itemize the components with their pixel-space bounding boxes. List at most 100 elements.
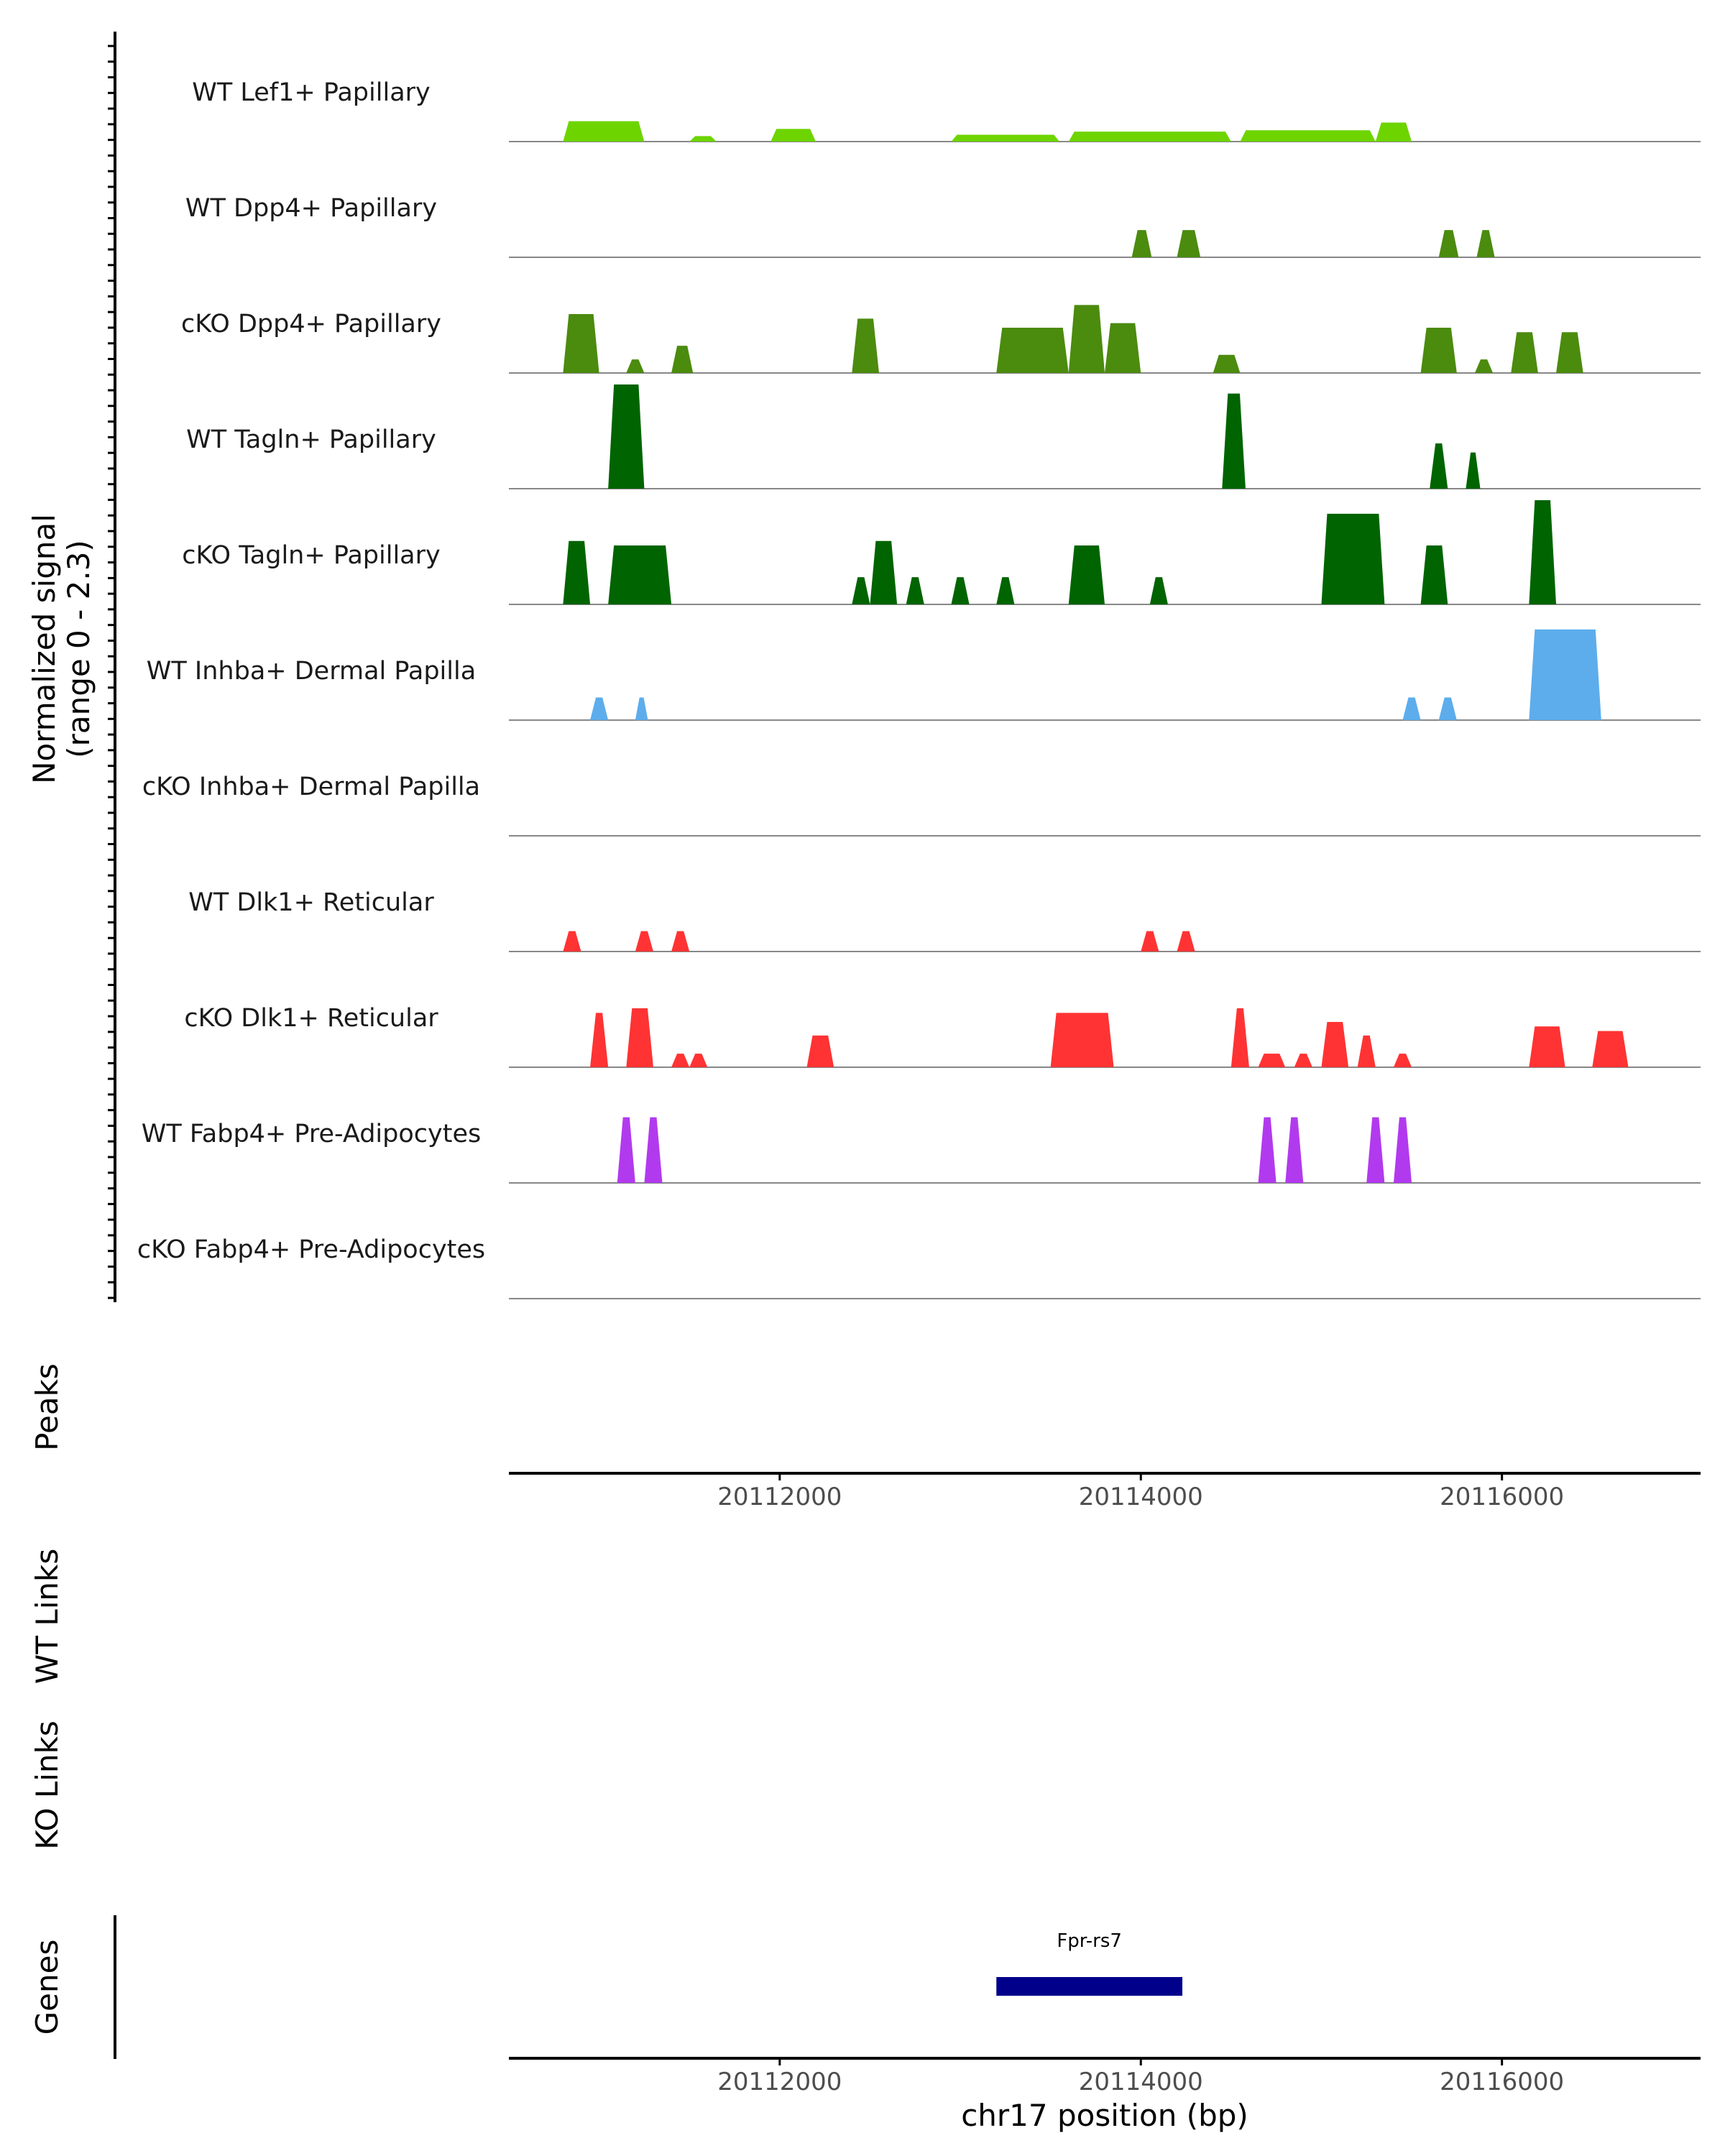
signal-peak [906,577,924,604]
signal-peak [1177,230,1201,257]
signal-peak [608,545,672,604]
x-tick-label: 20114000 [1079,1483,1203,1511]
signal-peak [689,136,717,142]
panel-label: Peaks [29,1363,65,1451]
signal-peak [1420,327,1457,373]
x-axis-title: chr17 position (bp) [961,2098,1248,2133]
track-label: WT Dlk1+ Reticular [188,888,434,917]
signal-peak [1529,1026,1565,1067]
signal-peak [563,121,645,142]
signal-peak [635,697,648,720]
signal-peak [996,577,1015,604]
signal-peak [1068,305,1105,373]
signal-peak [608,384,645,489]
signal-peak [1294,1054,1312,1067]
signal-peak [635,931,653,952]
signal-peak [770,129,816,142]
coverage-tracks: WT Lef1+ Papillary WT Dpp4+ Papillary cKO … [137,78,1701,1299]
track: WT Fabp4+ Pre-Adipocytes [142,1117,1701,1184]
signal-peak [1068,545,1105,604]
signal-peak [1258,1054,1286,1067]
signal-peak [1375,122,1412,142]
signal-peak [1068,132,1231,142]
signal-peak [951,577,970,604]
position-axes: 20112000 20114000 20116000 20112000 20114000… [509,1472,1701,2133]
signal-peak [1240,130,1376,142]
signal-peak [1141,931,1159,952]
panel-label: Genes [29,1940,65,2035]
track: cKO Fabp4+ Pre-Adipocytes [137,1235,1701,1299]
signal-peak [806,1035,834,1067]
signal-peak [870,540,898,604]
x-tick-label: 20112000 [717,1483,842,1511]
x-tick-label: 20116000 [1440,1483,1564,1511]
signal-peak [1258,1117,1276,1183]
signal-peak [1474,359,1494,373]
track-label: cKO Dlk1+ Reticular [184,1004,438,1033]
track: WT Tagln+ Papillary [186,384,1701,489]
track: cKO Tagln+ Papillary [182,500,1701,605]
signal-peak [996,327,1069,373]
signal-peak [563,540,591,604]
track: WT Inhba+ Dermal Papilla [147,629,1701,721]
signal-peak [852,318,879,373]
track: WT Dpp4+ Papillary [185,194,1701,258]
track-label: cKO Dpp4+ Papillary [181,310,441,338]
signal-peak [590,1013,609,1067]
signal-peak [1230,1008,1249,1067]
gene-label: Fpr-rs7 [1057,1930,1122,1952]
track: WT Lef1+ Papillary [192,78,1701,142]
signal-peak [1592,1031,1629,1067]
signal-peak [1321,513,1385,604]
signal-peak [1222,393,1246,489]
y-axis-title-line-2: (range 0 - 2.3) [61,540,96,758]
track-label: cKO Tagln+ Papillary [182,541,441,570]
signal-peak [1213,354,1241,373]
signal-peak [1366,1117,1385,1183]
signal-peak [1393,1054,1412,1067]
track-label: WT Lef1+ Papillary [192,78,431,107]
track: cKO Dlk1+ Reticular [184,1004,1701,1068]
signal-peak [1050,1013,1114,1067]
signal-peak [689,1054,708,1067]
signal-peak [626,1008,653,1067]
signal-peak [626,359,645,373]
signal-peak [1529,500,1557,604]
signal-peak [1357,1035,1376,1067]
x-tick-label: 20114000 [1079,2068,1203,2096]
track-label: WT Fabp4+ Pre-Adipocytes [142,1120,481,1148]
signal-peak [1177,931,1195,952]
x-tick-label: 20116000 [1440,2068,1564,2096]
track-label: WT Dpp4+ Papillary [185,194,437,223]
signal-peak [1529,629,1601,720]
track-label: WT Tagln+ Papillary [186,425,436,454]
signal-peak [1476,230,1495,257]
track: WT Dlk1+ Reticular [188,888,1701,952]
panel-label: WT Links [29,1549,65,1684]
signal-peak [1420,545,1448,604]
y-axis-title-line-1: Normalized signal [27,514,62,784]
signal-peak [671,346,694,373]
signal-peak [1511,332,1538,373]
x-tick-label: 20112000 [717,2068,842,2096]
signal-peak [1285,1117,1304,1183]
y-axis-title: Normalized signal (range 0 - 2.3) [27,514,96,784]
signal-peak [671,1054,690,1067]
signal-peak [1438,697,1457,720]
panel-label: KO Links [29,1720,65,1850]
track-label: cKO Fabp4+ Pre-Adipocytes [137,1235,485,1264]
signal-peak [644,1117,663,1183]
signal-peak [617,1117,635,1183]
signal-axis [108,32,116,1302]
track: cKO Inhba+ Dermal Papilla [142,773,1701,837]
signal-peak [1438,230,1459,257]
track: cKO Dpp4+ Papillary [181,305,1701,374]
signal-peak [563,931,581,952]
track-label: cKO Inhba+ Dermal Papilla [142,773,480,801]
signal-peak [852,577,870,604]
signal-peak [1430,443,1448,489]
gene-body [996,1977,1183,1996]
signal-peak [1105,323,1141,373]
signal-peak [590,697,609,720]
